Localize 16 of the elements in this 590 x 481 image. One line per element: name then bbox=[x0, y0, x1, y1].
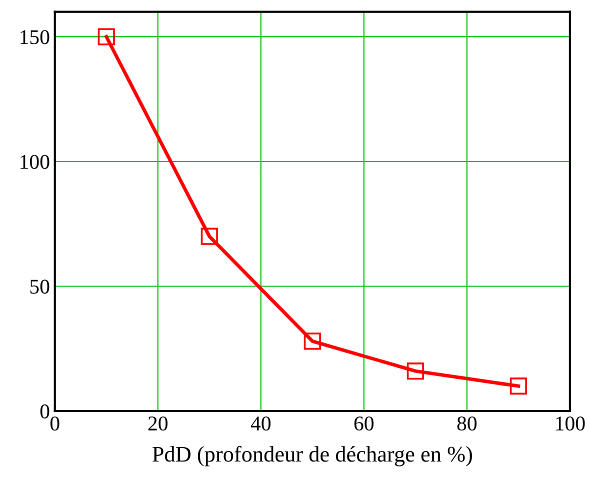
y-tick-label: 150 bbox=[20, 30, 50, 44]
x-axis-title: PdD (profondeur de décharge en %) bbox=[152, 446, 472, 466]
y-tick-label: 0 bbox=[40, 404, 50, 418]
x-tick-label: 0 bbox=[50, 416, 60, 431]
point bbox=[510, 378, 527, 395]
point bbox=[200, 228, 218, 245]
x-tick-label: 60 bbox=[354, 416, 374, 431]
point bbox=[98, 28, 115, 46]
y-tick-label: 50 bbox=[30, 280, 50, 294]
point bbox=[304, 332, 321, 350]
x-tick-label: 80 bbox=[457, 416, 477, 431]
x-tick-label: 100 bbox=[556, 416, 585, 431]
y-tick-label: 100 bbox=[20, 154, 50, 169]
x-tick-label: 20 bbox=[148, 416, 168, 431]
point bbox=[406, 362, 424, 380]
x-tick-label: 40 bbox=[250, 416, 271, 431]
